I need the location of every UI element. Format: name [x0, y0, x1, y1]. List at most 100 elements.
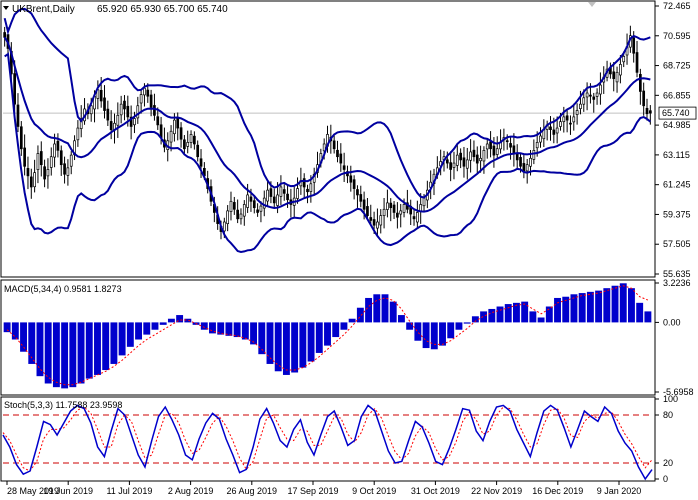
candle-body [296, 188, 299, 199]
macd-histogram-bar [126, 322, 134, 347]
candle-body [635, 52, 639, 73]
candle-body [356, 189, 359, 196]
candle-body [479, 157, 482, 162]
date-tick-label: 22 Nov 2019 [471, 486, 522, 496]
candle-body [79, 118, 83, 129]
collapse-triangle-icon[interactable] [3, 6, 9, 10]
date-tick-label: 31 Oct 2019 [411, 486, 460, 496]
macd-histogram-bar [324, 322, 331, 346]
macd-histogram-bar [52, 322, 60, 388]
macd-histogram-bar [480, 311, 488, 323]
candle-body [176, 117, 180, 129]
candle-body [23, 147, 26, 167]
macd-histogram-bar [143, 322, 151, 335]
candle-body [376, 221, 379, 229]
candle-body [592, 96, 596, 100]
candle-body [389, 202, 393, 209]
candle-body [402, 204, 406, 213]
candle-body [63, 163, 66, 175]
macd-histogram-bar [151, 322, 159, 330]
candle-body [3, 32, 7, 38]
stoch-tick-label: 0 [663, 474, 668, 484]
macd-histogram-bar [521, 301, 529, 323]
chart-header: UKBrent,Daily 65.920 65.930 65.700 65.74… [3, 4, 228, 15]
candle-body [416, 212, 419, 223]
stoch-panel-frame [0, 396, 656, 482]
price-tick-label: 70.595 [663, 31, 691, 41]
price-tick-label: 57.505 [663, 239, 691, 249]
candle-body [56, 140, 60, 151]
stoch-main-line [2, 404, 653, 481]
macd-histogram-bar [545, 306, 553, 323]
macd-histogram-bar [611, 285, 619, 323]
candle-body [372, 219, 376, 226]
candle-body [555, 127, 559, 134]
macd-histogram-bar [389, 301, 397, 323]
macd-histogram-bar [447, 322, 455, 339]
macd-histogram-bar [570, 294, 578, 323]
candle-body [279, 186, 283, 197]
candle-body [136, 105, 140, 119]
price-tick-label: 59.375 [663, 209, 691, 219]
candle-body [256, 209, 259, 213]
candle-body [359, 194, 363, 202]
candle-body [169, 130, 173, 143]
macd-histogram-bar [619, 283, 627, 323]
candle-body [569, 122, 572, 125]
macd-histogram-bar [586, 291, 594, 323]
macd-histogram-bar [135, 322, 143, 340]
macd-histogram-bar [291, 322, 299, 373]
macd-histogram-bar [209, 322, 216, 334]
candle-body [469, 151, 472, 161]
macd-histogram-bar [11, 322, 19, 340]
candle-body [179, 127, 183, 140]
candle-body [53, 143, 56, 158]
date-tick-label: 28 May 2019 [7, 486, 59, 496]
price-tick-label: 63.115 [663, 150, 690, 160]
price-tick-label: 64.985 [663, 120, 691, 130]
macd-label: MACD(5,34,4) 0.9581 1.8273 [4, 284, 122, 294]
stoch-layer [2, 404, 653, 481]
candle-body [495, 148, 499, 155]
chart-shift-marker-icon[interactable] [588, 2, 596, 7]
candle-body [589, 94, 592, 97]
candle-body [595, 92, 599, 97]
price-layer [3, 7, 652, 254]
candle-body [183, 139, 186, 150]
macd-histogram-bar [20, 322, 27, 352]
candle-body [146, 89, 150, 97]
date-tick-label: 9 Jan 2020 [597, 486, 642, 496]
stoch-signal-line [2, 406, 653, 472]
macd-tick-label: 3.2236 [663, 278, 691, 288]
macd-histogram-bar [85, 322, 93, 379]
candle-body [262, 197, 266, 209]
macd-histogram-bar [176, 315, 184, 323]
bollinger-lower-band [4, 52, 651, 254]
last-price-value: 65.740 [662, 108, 690, 118]
candle-body [332, 140, 336, 150]
macd-tick-label: 0.00 [663, 317, 681, 327]
macd-histogram-bar [3, 322, 11, 333]
candle-body [532, 150, 536, 160]
candle-body [259, 205, 263, 212]
macd-histogram-bar [274, 322, 282, 372]
candle-body [269, 188, 273, 197]
candle-body [482, 150, 486, 162]
candle-body [465, 159, 469, 169]
bollinger-upper-band [3, 7, 651, 199]
stoch-tick-label: 20 [663, 458, 673, 468]
macd-histogram-bar [422, 322, 430, 349]
date-tick-label: 26 Aug 2019 [227, 486, 278, 496]
candle-body [575, 110, 579, 115]
candle-body [189, 134, 193, 143]
candle-body [455, 154, 459, 166]
candle-body [362, 199, 366, 210]
candle-body [309, 183, 313, 192]
candle-body [129, 116, 133, 127]
candle-body [449, 162, 452, 170]
date-tick-label: 9 Oct 2019 [352, 486, 396, 496]
candle-body [232, 202, 236, 210]
candle-body [549, 126, 552, 130]
candle-body [615, 71, 619, 83]
